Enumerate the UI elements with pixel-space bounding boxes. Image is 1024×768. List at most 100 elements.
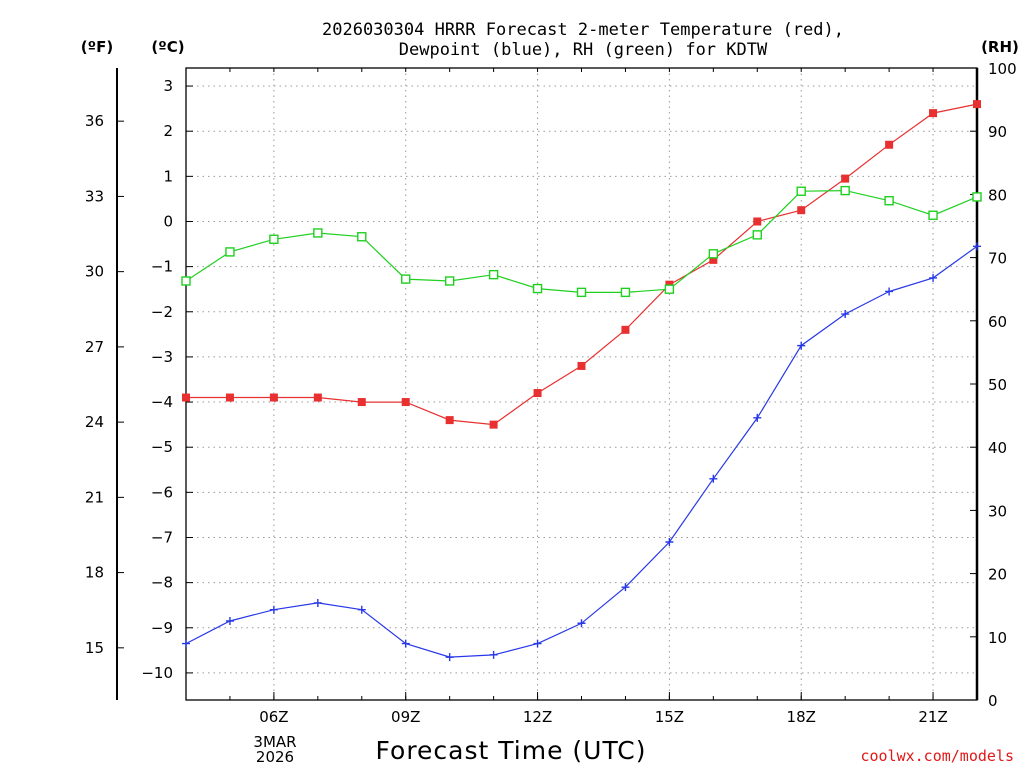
dewpoint-point <box>709 474 718 483</box>
celsius-tick-label: −6 <box>151 483 173 501</box>
celsius-tick-label: −4 <box>151 393 173 411</box>
temperature-point <box>313 393 322 402</box>
credit-text[interactable]: coolwx.com/models <box>860 747 1014 765</box>
celsius-axis-unit: (ºC) <box>151 38 184 56</box>
temperature-point <box>533 389 542 398</box>
temperature-point <box>182 393 190 402</box>
celsius-tick-label: −8 <box>151 574 173 592</box>
chart-title-line-2: Dewpoint (blue), RH (green) for KDTW <box>399 40 768 60</box>
rh-tick-label: 30 <box>988 502 1007 520</box>
temperature-point <box>401 398 410 407</box>
time-tick-label: 12Z <box>523 708 552 726</box>
rh-axis-unit: (RH) <box>981 38 1019 56</box>
rh-point <box>488 269 499 280</box>
celsius-tick-label: −3 <box>151 348 173 366</box>
rh-tick-label: 80 <box>988 186 1007 204</box>
temperature-point <box>885 140 894 149</box>
rh-point <box>664 284 675 294</box>
temperature-point <box>577 361 586 370</box>
date-label-year: 2026 <box>256 748 294 766</box>
rh-tick-label: 70 <box>988 250 1007 268</box>
temperature-point <box>973 100 981 109</box>
fahrenheit-tick-label: 36 <box>85 112 104 130</box>
temperature-point <box>709 255 718 264</box>
rh-point <box>401 274 411 284</box>
date-label-month: 3MAR <box>253 733 296 751</box>
rh-point <box>269 234 279 244</box>
time-tick-label: 09Z <box>391 708 420 726</box>
rh-point <box>708 249 719 259</box>
celsius-tick-label: −2 <box>151 303 173 321</box>
dewpoint-point <box>225 617 234 625</box>
celsius-tick-label: 2 <box>163 122 173 140</box>
fahrenheit-tick-label: 18 <box>85 564 104 582</box>
dewpoint-point <box>973 242 981 251</box>
fahrenheit-tick-label: 21 <box>85 488 104 506</box>
dewpoint-point <box>445 653 454 662</box>
fahrenheit-axis-ticks: 15 18 21 24 27 30 33 36 <box>85 112 124 657</box>
dewpoint-point <box>753 413 762 422</box>
rh-tick-label: 60 <box>988 313 1007 331</box>
rh-point <box>796 186 806 196</box>
dewpoint-point <box>929 273 938 282</box>
dewpoint-point <box>313 598 322 607</box>
fahrenheit-axis-unit: (ºF) <box>81 38 113 56</box>
rh-point <box>576 287 587 298</box>
rh-tick-label: 10 <box>988 629 1007 647</box>
celsius-tick-label: −5 <box>151 438 173 456</box>
rh-point <box>313 228 323 238</box>
rh-point <box>532 283 543 294</box>
time-tick-label: 18Z <box>787 708 816 726</box>
celsius-tick-label: −7 <box>151 528 173 546</box>
rh-point <box>620 287 631 298</box>
dewpoint-point <box>841 310 850 319</box>
rh-axis-ticks: 0 10 20 30 40 50 60 70 80 90 100 <box>970 60 1017 710</box>
chart-title-line-1: 2026030304 HRRR Forecast 2-meter Tempera… <box>322 20 844 40</box>
grid <box>186 68 977 700</box>
celsius-tick-label: −9 <box>151 619 173 637</box>
dewpoint-point <box>885 287 894 296</box>
temperature-point <box>621 325 630 334</box>
dewpoint-point <box>665 538 674 546</box>
fahrenheit-tick-label: 33 <box>85 187 104 205</box>
temperature-point <box>225 393 234 402</box>
temperature-point <box>753 217 762 226</box>
series-layer <box>181 100 982 662</box>
rh-point <box>225 247 235 257</box>
celsius-tick-label: −10 <box>141 664 173 682</box>
dewpoint-point <box>797 341 806 350</box>
rh-point <box>972 192 982 202</box>
rh-point <box>928 210 938 220</box>
x-axis-title: Forecast Time (UTC) <box>376 736 647 765</box>
fahrenheit-tick-label: 30 <box>85 263 104 281</box>
rh-tick-label: 20 <box>988 566 1007 584</box>
rh-tick-label: 100 <box>988 60 1017 78</box>
dewpoint-point <box>182 639 190 648</box>
temperature-point <box>357 398 366 407</box>
celsius-tick-label: 3 <box>163 77 173 95</box>
fahrenheit-tick-label: 15 <box>85 639 104 657</box>
rh-point <box>884 196 894 206</box>
celsius-tick-label: 1 <box>163 167 173 185</box>
rh-tick-label: 50 <box>988 376 1007 394</box>
dewpoint-point <box>621 583 630 592</box>
dewpoint-point <box>357 605 366 614</box>
temperature-point <box>445 416 454 425</box>
celsius-tick-label: −1 <box>151 258 173 276</box>
rh-tick-label: 0 <box>988 692 998 710</box>
time-tick-label: 15Z <box>655 708 684 726</box>
rh-point <box>181 276 191 286</box>
temperature-point <box>489 420 498 429</box>
rh-tick-label: 90 <box>988 123 1007 141</box>
dewpoint-point <box>489 650 498 659</box>
time-axis-ticks: 06Z 09Z 12Z 15Z 18Z 21Z <box>185 68 978 726</box>
temperature-point <box>929 109 938 118</box>
temperature-point <box>269 393 278 402</box>
fahrenheit-tick-label: 24 <box>85 413 104 431</box>
rh-point <box>840 185 850 196</box>
rh-tick-label: 40 <box>988 439 1007 457</box>
dewpoint-point <box>269 605 278 614</box>
time-tick-label: 21Z <box>918 708 947 726</box>
